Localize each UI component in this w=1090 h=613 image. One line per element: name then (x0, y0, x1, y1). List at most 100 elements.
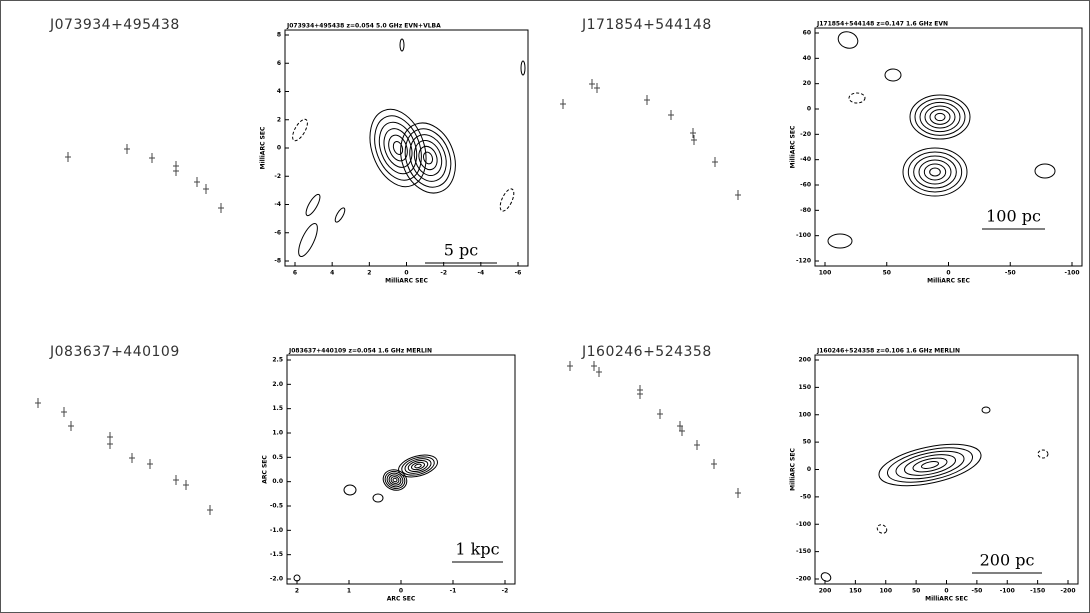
map-title: J171854+544148 z=0.147 1.6 GHz EVN (816, 21, 948, 28)
contour (386, 472, 404, 488)
x-tick-label: -6 (515, 270, 522, 277)
y-axis-label: MilliARC SEC (260, 126, 267, 169)
y-tick-label: 8 (277, 32, 281, 39)
y-tick-label: 200 (798, 357, 811, 364)
x-tick-label: 100 (819, 270, 832, 277)
x-tick-label: 1 (347, 588, 351, 595)
y-tick-label: -200 (796, 576, 811, 583)
contour (914, 98, 966, 136)
x-tick-label: 2 (367, 270, 371, 277)
contour (1034, 163, 1056, 179)
contour (923, 163, 947, 181)
y-axis-label: ARC SEC (262, 455, 269, 484)
y-tick-label: -120 (796, 258, 811, 265)
contour (369, 108, 427, 188)
y-tick-label: -2 (274, 173, 281, 180)
contour (920, 461, 940, 469)
y-tick-label: 20 (803, 80, 811, 87)
y-tick-label: -0.5 (270, 503, 283, 510)
contour (378, 121, 418, 175)
x-tick-label: -50 (1005, 270, 1016, 277)
contour (884, 68, 902, 82)
y-tick-label: -1.0 (270, 527, 283, 534)
y-tick-label: -60 (800, 182, 811, 189)
contour (392, 141, 404, 155)
x-tick-label: 0 (404, 270, 408, 277)
x-tick-label: 150 (849, 588, 862, 595)
contour (924, 105, 956, 129)
contour (401, 456, 435, 476)
contour (334, 207, 346, 223)
contour (414, 463, 422, 469)
contour (374, 115, 422, 181)
contour (902, 147, 968, 197)
map-title: J073934+495438 z=0.054 5.0 GHz EVN+VLBA (286, 23, 441, 30)
x-axis-label: MilliARC SEC (927, 278, 970, 285)
y-tick-label: -4 (274, 201, 281, 208)
contour (383, 128, 413, 168)
y-tick-label: 1.0 (272, 430, 283, 437)
x-tick-label: 4 (330, 270, 334, 277)
contour (384, 470, 406, 490)
contour (878, 443, 982, 487)
source-name: J171854+544148 (581, 17, 712, 33)
contour (298, 222, 318, 258)
contour (305, 193, 321, 217)
contour (876, 524, 888, 534)
y-tick-label: 0.5 (272, 454, 283, 461)
contour (848, 92, 866, 104)
contour (407, 460, 429, 472)
y-tick-label: 60 (803, 30, 811, 37)
contour (837, 31, 859, 49)
contour (929, 167, 941, 177)
y-tick-label: -2.0 (270, 576, 283, 583)
map-title: J083637+440109 z=0.054 1.6 GHz MERLIN (288, 348, 432, 355)
contour (409, 134, 447, 182)
contour (909, 94, 971, 140)
contour (292, 118, 308, 142)
y-tick-label: 0 (807, 106, 811, 113)
x-tick-label: 50 (912, 588, 920, 595)
y-tick-label: 1.5 (272, 405, 283, 412)
y-tick-label: 2.0 (272, 381, 283, 388)
contour (919, 101, 961, 133)
contour (934, 112, 946, 122)
x-tick-label: -200 (1060, 588, 1075, 595)
x-tick-label: -100 (1064, 270, 1079, 277)
contour (372, 493, 384, 503)
x-tick-label: 200 (819, 588, 832, 595)
y-tick-label: -80 (800, 207, 811, 214)
x-axis-label: MilliARC SEC (925, 596, 968, 603)
x-tick-label: 0 (944, 588, 948, 595)
contour (499, 188, 515, 212)
contour (343, 484, 357, 496)
y-tick-label: -150 (796, 548, 811, 555)
y-tick-label: 2.5 (272, 357, 283, 364)
contour (820, 572, 832, 582)
x-axis-label: MilliARC SEC (385, 278, 428, 285)
contour (918, 159, 952, 185)
y-tick-label: 2 (277, 116, 281, 123)
x-tick-label: -1 (450, 588, 457, 595)
scale-bar-label: 200 pc (980, 551, 1035, 570)
x-tick-label: -2 (440, 270, 447, 277)
y-tick-label: 6 (277, 60, 281, 67)
contour (422, 151, 434, 165)
y-tick-label: 0.0 (272, 478, 283, 485)
contour (981, 406, 991, 414)
x-tick-label: -50 (971, 588, 982, 595)
map-frame (814, 27, 1083, 267)
x-tick-label: 2 (295, 588, 299, 595)
y-tick-label: -6 (274, 229, 281, 236)
x-tick-label: -150 (1030, 588, 1045, 595)
y-tick-label: -100 (796, 521, 811, 528)
y-tick-label: -40 (800, 156, 811, 163)
y-axis-label: MilliARC SEC (790, 125, 797, 168)
scale-bar-label: 1 kpc (455, 540, 499, 559)
contour (895, 450, 965, 480)
y-tick-label: 150 (798, 384, 811, 391)
y-tick-label: -1.5 (270, 551, 283, 558)
y-tick-label: -50 (800, 493, 811, 500)
map-frame (814, 354, 1079, 585)
